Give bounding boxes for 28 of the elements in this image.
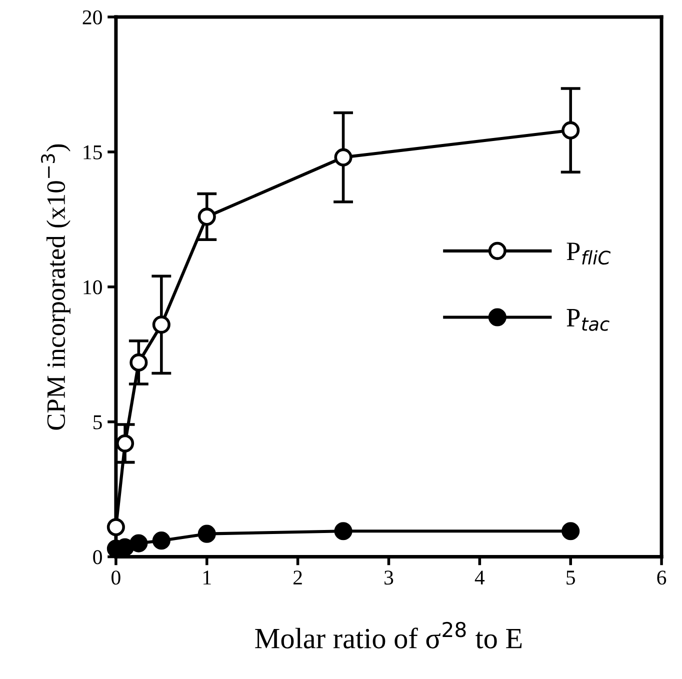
y-tick-label: 10 — [84, 280, 102, 294]
point — [334, 522, 352, 540]
x-axis-title: Molar ratio of σ$^{28}$ to E — [255, 622, 522, 648]
y-tick-label: 0 — [93, 550, 102, 564]
point — [198, 208, 216, 226]
x-tick-label: 2 — [294, 570, 302, 584]
point — [130, 353, 148, 372]
x-tick-label: 1 — [204, 570, 211, 584]
point — [116, 434, 134, 452]
legend-label: P$_{tac}$ — [566, 309, 610, 331]
point — [562, 522, 580, 540]
point — [130, 534, 148, 552]
x-tick-label: 3 — [384, 570, 394, 585]
point — [562, 121, 580, 140]
x-tick-label: 6 — [657, 570, 666, 585]
point — [152, 316, 170, 334]
y-tick-label: 15 — [84, 145, 102, 160]
legend-label: P$_{fliC}$ — [566, 242, 611, 265]
point — [198, 524, 216, 543]
point — [106, 518, 125, 536]
point — [334, 148, 352, 166]
x-tick-label: 4 — [474, 570, 485, 584]
y-tick-label: 20 — [82, 10, 102, 24]
x-tick-label: 0 — [112, 570, 120, 585]
y-tick-label: 5 — [94, 415, 102, 430]
y-axis-title: CPM incorporated (x10$^{−3}$) — [40, 144, 70, 430]
x-tick-label: 5 — [566, 570, 575, 585]
point — [152, 532, 170, 550]
